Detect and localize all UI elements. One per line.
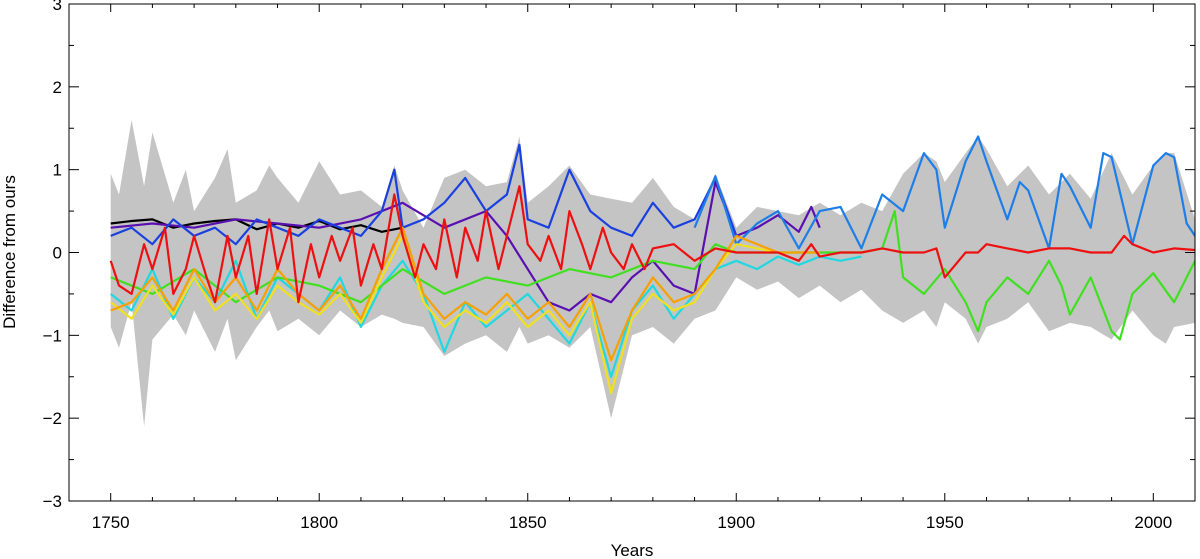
series-line-azure [693, 135, 1195, 250]
x-tick-label: 1900 [717, 513, 755, 532]
x-axis-title: Years [611, 541, 654, 559]
series-line-cyan [110, 255, 862, 378]
x-tick-label: 1950 [926, 513, 964, 532]
series-line-red [109, 185, 1195, 304]
band-layer [110, 120, 1195, 427]
x-tick-label: 1750 [92, 513, 130, 532]
tick-layer: 1750 1800 1850 1900 1950 2000 −3 −2 −1 0 1 2 3 [43, 0, 1196, 532]
series-line-blue [110, 143, 738, 246]
y-tick-label: 3 [53, 0, 62, 14]
y-tick-label: −3 [43, 492, 62, 511]
series-layer [109, 135, 1195, 395]
x-tick-label: 2000 [1134, 513, 1172, 532]
y-tick-label: 1 [53, 161, 62, 180]
y-tick-label: −2 [43, 409, 62, 428]
y-tick-label: 2 [53, 78, 62, 97]
y-axis-title: Difference from ours [0, 175, 19, 329]
series-line-yellow [110, 234, 779, 395]
x-tick-label: 1800 [300, 513, 338, 532]
series-line-black [110, 218, 403, 233]
x-tick-label: 1850 [509, 513, 547, 532]
y-tick-label: 0 [53, 244, 62, 263]
y-tick-label: −1 [43, 326, 62, 345]
uncertainty-band [110, 120, 1195, 427]
series-line-orange [110, 226, 820, 362]
